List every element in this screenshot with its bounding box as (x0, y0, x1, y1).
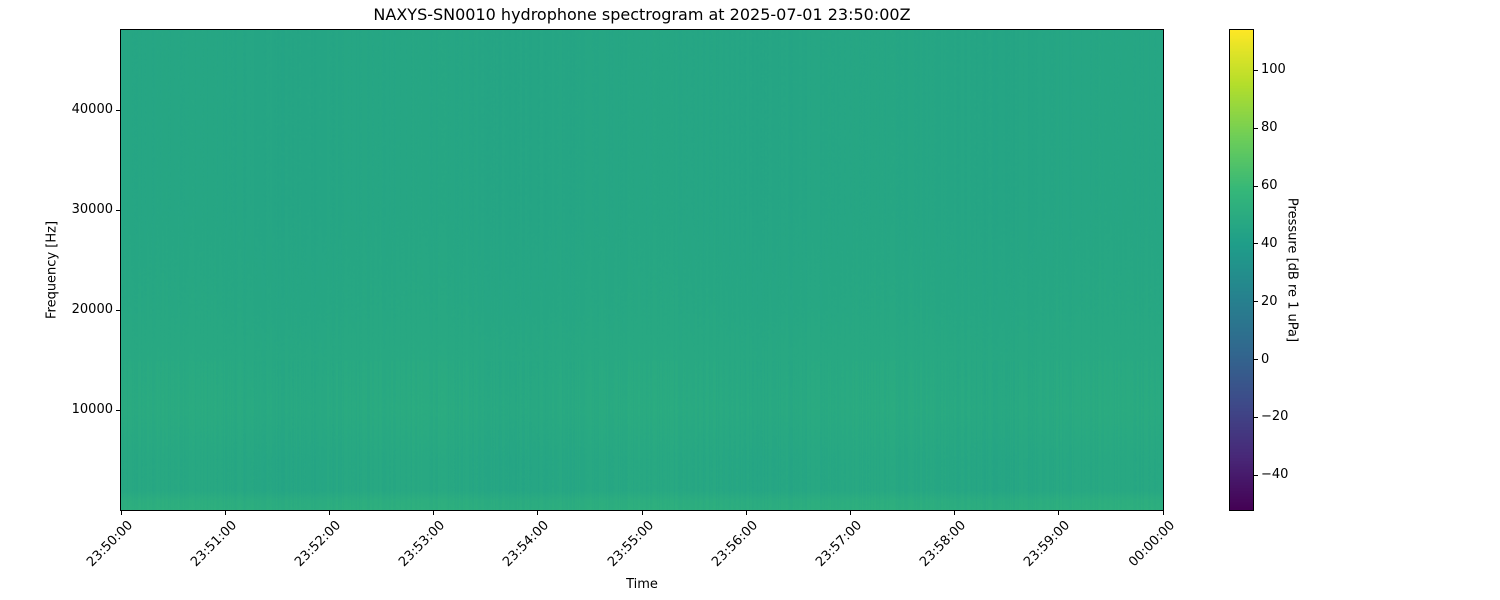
x-tick-label: 23:59:00 (1021, 518, 1074, 570)
y-tick-mark (116, 109, 121, 111)
colorbar-frame (1229, 29, 1254, 511)
y-axis-label: Frequency [Hz] (44, 220, 60, 320)
x-tick-mark (328, 510, 330, 515)
x-tick-label: 23:55:00 (604, 518, 657, 570)
colorbar-tick-label: 60 (1261, 178, 1278, 194)
colorbar-tick-mark (1253, 359, 1258, 361)
colorbar-tick-mark (1253, 474, 1258, 476)
x-tick-mark (537, 510, 539, 515)
x-tick-label: 23:56:00 (708, 518, 761, 570)
colorbar-tick-mark (1253, 301, 1258, 303)
x-tick-mark (224, 510, 226, 515)
colorbar-tick-label: 100 (1261, 62, 1286, 78)
colorbar-tick-mark (1253, 416, 1258, 418)
y-tick-mark (116, 409, 121, 411)
x-tick-mark (954, 510, 956, 515)
chart-title: NAXYS-SN0010 hydrophone spectrogram at 2… (373, 5, 911, 24)
x-tick-label: 23:50:00 (83, 518, 136, 570)
x-tick-label: 23:54:00 (500, 518, 553, 570)
y-tick-label: 10000 (71, 402, 113, 417)
colorbar-tick-label: 40 (1261, 235, 1278, 251)
x-tick-mark (1162, 510, 1164, 515)
colorbar-tick-label: 0 (1261, 351, 1270, 367)
colorbar-tick-mark (1253, 69, 1258, 71)
x-tick-label: 00:00:00 (1125, 518, 1178, 570)
colorbar-tick-label: −40 (1261, 467, 1289, 483)
colorbar-tick-mark (1253, 243, 1258, 245)
x-tick-label: 23:51:00 (187, 518, 240, 570)
colorbar (1230, 30, 1253, 510)
x-tick-mark (120, 510, 122, 515)
y-tick-mark (116, 209, 121, 211)
colorbar-tick-label: 20 (1261, 293, 1278, 309)
y-tick-label: 40000 (71, 102, 113, 117)
colorbar-tick-mark (1253, 127, 1258, 129)
x-tick-mark (849, 510, 851, 515)
x-tick-label: 23:52:00 (292, 518, 345, 570)
colorbar-label: Pressure [dB re 1 uPa] (1284, 197, 1300, 343)
plot-frame (120, 29, 1164, 511)
y-tick-mark (116, 309, 121, 311)
x-tick-mark (745, 510, 747, 515)
colorbar-tick-label: −20 (1261, 409, 1289, 425)
x-tick-mark (641, 510, 643, 515)
colorbar-tick-mark (1253, 185, 1258, 187)
x-tick-mark (1058, 510, 1060, 515)
x-tick-label: 23:58:00 (917, 518, 970, 570)
y-tick-label: 30000 (71, 202, 113, 217)
x-tick-mark (433, 510, 435, 515)
x-axis-label: Time (626, 577, 658, 592)
colorbar-tick-label: 80 (1261, 120, 1278, 136)
spectrogram-plot-area (121, 30, 1163, 510)
spectrogram-heatmap (121, 30, 1163, 510)
y-tick-label: 20000 (71, 302, 113, 317)
x-tick-label: 23:53:00 (396, 518, 449, 570)
x-tick-label: 23:57:00 (813, 518, 866, 570)
